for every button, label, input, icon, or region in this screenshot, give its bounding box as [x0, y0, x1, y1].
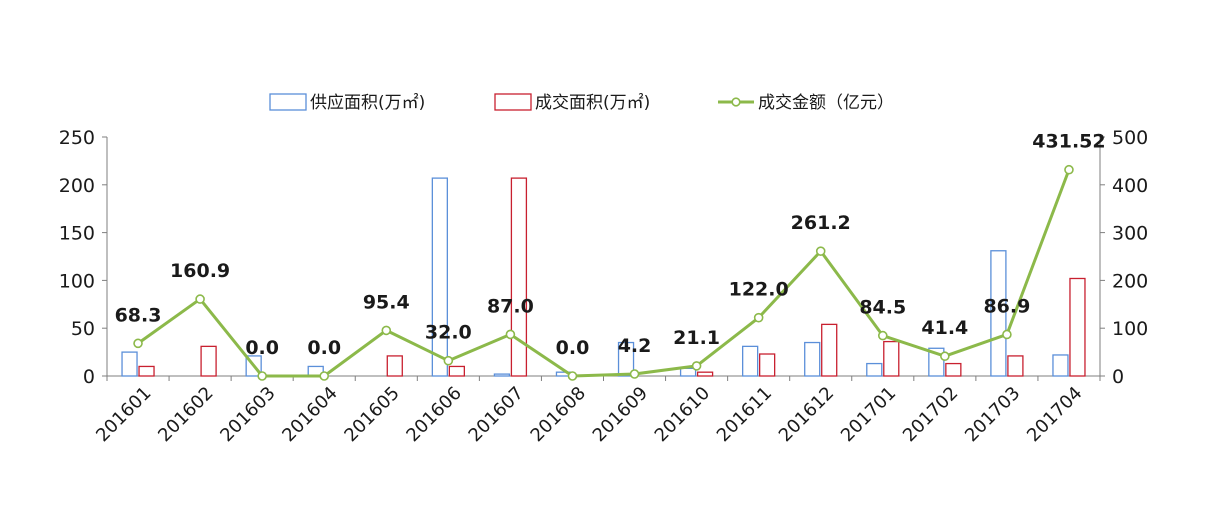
x-category-label: 201604 [278, 383, 341, 446]
supply-bar [1052, 354, 1069, 377]
supply-bar [990, 250, 1007, 377]
y-right-tick-label: 100 [1112, 318, 1148, 340]
axes: 0501001502002500100200300400500201601201… [59, 127, 1149, 446]
amount-data-label: 21.1 [673, 327, 720, 349]
deal-bar [138, 365, 155, 377]
bars [121, 177, 1086, 377]
amount-data-label: 86.9 [983, 295, 1030, 317]
legend-label: 成交金额（亿元） [758, 93, 894, 113]
amount-data-label: 68.3 [115, 304, 162, 326]
x-category-label: 201702 [899, 383, 962, 446]
deal-bar [945, 362, 962, 377]
deal-bar [883, 340, 900, 377]
y-right-tick-label: 500 [1112, 127, 1148, 149]
y-right-tick-label: 300 [1112, 223, 1148, 245]
amount-data-label: 95.4 [363, 291, 410, 313]
deal-bar [200, 345, 217, 377]
legend-item-2: 成交面积(万㎡) [494, 93, 650, 113]
x-category-label: 201607 [465, 383, 528, 446]
amount-point [1002, 329, 1012, 340]
amount-point [567, 371, 578, 381]
deal-bar [386, 355, 403, 377]
amount-data-label: 122.0 [729, 279, 789, 301]
supply-bar [431, 177, 448, 377]
amount-data-label: 41.4 [921, 317, 968, 339]
legend-label: 成交面积(万㎡) [535, 93, 650, 113]
legend-swatch [269, 93, 307, 111]
amount-point [629, 369, 640, 379]
x-category-label: 201612 [775, 383, 838, 446]
amount-data-label: 0.0 [556, 337, 590, 359]
amount-data-label: 87.0 [487, 295, 534, 317]
x-category-label: 201605 [340, 383, 403, 446]
y-left-tick-label: 50 [71, 318, 95, 340]
amount-point [691, 361, 702, 371]
amount-point [940, 351, 950, 362]
amount-data-label: 261.2 [791, 212, 851, 234]
legend-label: 供应面积(万㎡) [310, 93, 425, 113]
legend-item-3: 成交金额（亿元） [718, 93, 894, 113]
amount-point [195, 294, 205, 304]
x-category-label: 201701 [837, 383, 900, 446]
y-right-tick-label: 200 [1112, 270, 1148, 292]
y-right-tick-label: 0 [1112, 366, 1124, 388]
x-category-label: 201603 [216, 383, 279, 446]
x-category-label: 201608 [527, 383, 590, 446]
amount-data-label: 431.52 [1032, 131, 1105, 153]
x-category-label: 201704 [1023, 383, 1086, 446]
amount-point [133, 338, 143, 349]
amount-point [319, 371, 330, 381]
y-left-tick-label: 250 [59, 127, 95, 149]
amount-point [1064, 164, 1074, 175]
supply-bar [121, 351, 138, 377]
amount-point [443, 355, 454, 366]
y-left-tick-label: 100 [59, 270, 95, 292]
amount-point [753, 312, 764, 323]
legend-marker [731, 97, 741, 107]
deal-bar [696, 371, 714, 377]
legend: 供应面积(万㎡) 成交面积(万㎡) 成交金额（亿元） [269, 93, 894, 113]
amount-data-label: 84.5 [859, 297, 906, 319]
amount-data-label: 0.0 [307, 337, 341, 359]
amount-point [381, 325, 392, 336]
deal-bar [448, 365, 465, 377]
amount-data-label: 4.2 [618, 335, 652, 357]
line-series [133, 164, 1074, 381]
x-category-label: 201601 [92, 383, 155, 446]
amount-point [815, 246, 826, 256]
legend-item-1: 供应面积(万㎡) [269, 93, 425, 113]
x-category-label: 201606 [402, 383, 465, 446]
deal-bar [759, 353, 776, 377]
amount-line [137, 169, 1071, 378]
deal-bar [821, 323, 838, 377]
deal-bar [1069, 277, 1086, 377]
y-left-tick-label: 200 [59, 175, 95, 197]
supply-bar [866, 362, 883, 377]
amount-data-label: 32.0 [425, 322, 472, 344]
supply-bar [617, 341, 635, 377]
amount-point [257, 371, 267, 381]
x-category-label: 201610 [651, 383, 714, 446]
deal-bar [510, 177, 528, 377]
amount-point [877, 330, 888, 341]
data-labels: 68.3 160.9 0.0 0.0 95.4 32.0 87.0 0.0 4.2 21.1 122… [115, 131, 1106, 359]
x-category-label: 201611 [713, 383, 776, 446]
y-left-tick-label: 0 [83, 366, 95, 388]
amount-data-label: 0.0 [245, 337, 279, 359]
supply-bar [679, 367, 697, 377]
x-category-label: 201703 [961, 383, 1024, 446]
supply-bar [742, 345, 759, 377]
legend-swatch [494, 93, 532, 111]
y-left-tick-label: 150 [59, 223, 95, 245]
amount-point [505, 329, 516, 340]
deal-bar [1007, 355, 1024, 377]
supply-bar [804, 341, 821, 377]
x-category-label: 201609 [589, 383, 652, 446]
y-right-tick-label: 400 [1112, 175, 1148, 197]
amount-data-label: 160.9 [170, 260, 230, 282]
supply-bar [493, 373, 511, 377]
x-category-label: 201602 [154, 383, 217, 446]
